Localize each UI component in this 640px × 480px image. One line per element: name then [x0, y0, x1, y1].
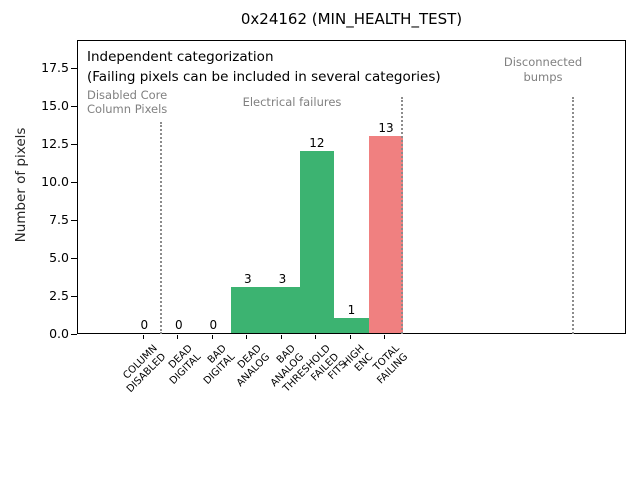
bar-value-label: 0 [209, 318, 218, 332]
separator-line [159, 122, 162, 334]
separator-line [571, 97, 574, 334]
bar-value-label: 0 [174, 318, 183, 332]
bar-value-label: 12 [309, 135, 325, 150]
section-label-disconnected-bumps: Disconnected bumps [503, 55, 583, 84]
bar-value-label: 0 [140, 318, 149, 332]
x-tick-mark [211, 335, 213, 339]
x-tick-mark [280, 335, 282, 339]
y-tick-mark [71, 333, 77, 335]
y-tick-label: 7.5 [49, 212, 69, 228]
y-tick-mark [71, 67, 77, 69]
x-tick-mark [142, 335, 144, 339]
y-tick-label: 2.5 [49, 288, 69, 304]
x-tick-mark [349, 335, 351, 339]
bar [334, 317, 369, 333]
separator-line [401, 97, 404, 334]
y-tick-mark [71, 181, 77, 183]
y-tick-label: 10.0 [41, 174, 69, 190]
y-tick-mark [71, 219, 77, 221]
bar [230, 287, 266, 333]
y-tick-label: 0.0 [49, 326, 69, 341]
bar [299, 150, 335, 333]
section-label-electrical-failures: Electrical failures [242, 95, 342, 109]
bar-value-label: 3 [244, 272, 252, 287]
annotation-independent-categorization: Independent categorization [87, 49, 274, 65]
x-tick-mark [315, 335, 317, 339]
y-tick-label: 12.5 [41, 136, 69, 152]
y-tick-label: 5.0 [49, 250, 69, 266]
plot-area: 0 0 0 3 3 12 1 13 [77, 40, 626, 334]
section-label-disabled-core-column-pixels: Disabled Core Column Pixels [87, 88, 168, 116]
y-tick-mark [71, 105, 77, 107]
bar-value-label: 1 [347, 302, 356, 317]
bar-value-label: 3 [278, 272, 287, 287]
bar [265, 287, 300, 333]
y-tick-label: 15.0 [41, 98, 69, 114]
y-tick-mark [71, 143, 77, 145]
bar-value-label: 13 [378, 120, 394, 135]
annotation-failing-pixels-note: (Failing pixels can be included in sever… [87, 69, 441, 85]
bar [368, 135, 404, 333]
x-tick-mark [384, 335, 386, 339]
chart-title: 0x24162 (MIN_HEALTH_TEST) [240, 10, 463, 28]
y-tick-label: 17.5 [41, 60, 69, 76]
y-tick-mark [71, 295, 77, 297]
y-tick-mark [71, 257, 77, 259]
x-tick-mark [246, 335, 248, 339]
x-tick-mark [177, 335, 179, 339]
